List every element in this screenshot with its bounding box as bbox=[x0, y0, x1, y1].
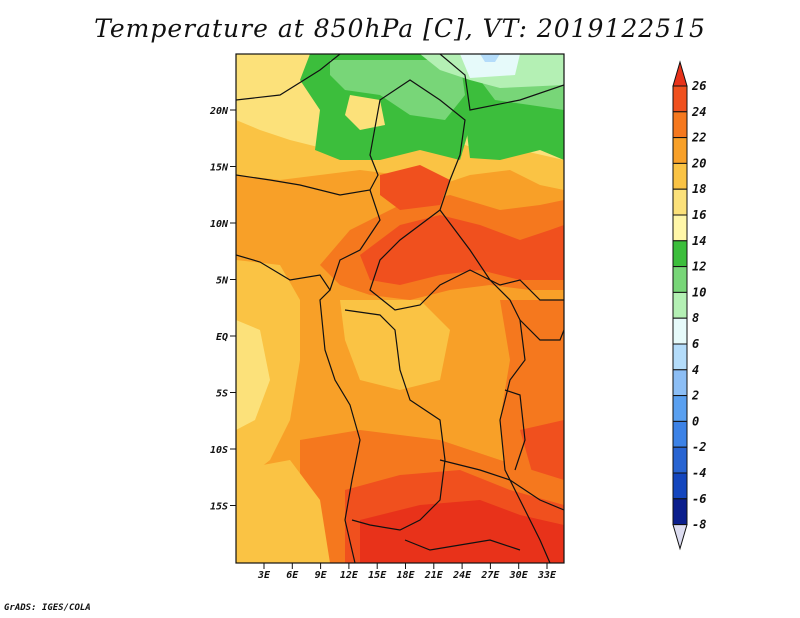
lon-label: 6E bbox=[286, 570, 299, 581]
map-title: Temperature at 850hPa [C], VT: 201912251… bbox=[94, 14, 706, 43]
colorbar-swatch bbox=[672, 137, 688, 164]
colorbar-swatch bbox=[672, 369, 688, 397]
longitude-axis: 3E 6E 9E 12E 15E 18E 21E 24E 27E 30E 33E bbox=[257, 563, 557, 581]
lon-label: 24E bbox=[452, 570, 472, 581]
colorbar-label: -8 bbox=[692, 518, 706, 532]
colorbar-top-arrow bbox=[672, 60, 688, 87]
colorbar-label: 6 bbox=[692, 337, 699, 351]
lat-label: EQ bbox=[216, 332, 228, 343]
grads-credit: GrADS: IGES/COLA bbox=[4, 603, 91, 613]
lon-label: 27E bbox=[480, 570, 500, 581]
colorbar-swatch bbox=[672, 85, 688, 113]
colorbar-swatch bbox=[672, 472, 688, 500]
lon-label: 30E bbox=[509, 570, 529, 581]
lat-label: 10S bbox=[210, 445, 228, 456]
lat-label: 5S bbox=[216, 389, 228, 400]
colorbar-swatch bbox=[672, 266, 688, 293]
colorbar-label: 0 bbox=[692, 414, 699, 428]
colorbar-label: 26 bbox=[691, 79, 706, 93]
colorbar-label: 4 bbox=[692, 363, 699, 377]
lat-label: 10N bbox=[210, 219, 229, 230]
colorbar-label: -2 bbox=[692, 440, 706, 454]
colorbar-swatch bbox=[672, 111, 688, 139]
colorbar-swatch bbox=[672, 498, 688, 526]
lon-label: 12E bbox=[340, 570, 359, 581]
colorbar-swatch bbox=[672, 317, 688, 345]
colorbar-swatch bbox=[672, 343, 688, 371]
colorbar-label: 12 bbox=[692, 260, 706, 274]
latitude-axis: 20N 15N 10N 5N EQ 5S 10S 15S bbox=[209, 106, 236, 513]
colorbar-swatch bbox=[672, 188, 688, 216]
lat-label: 20N bbox=[209, 106, 229, 117]
colorbar-swatch bbox=[672, 214, 688, 242]
colorbar-swatch bbox=[672, 420, 688, 448]
lat-label: 15N bbox=[210, 163, 229, 174]
colorbar-swatch bbox=[672, 240, 688, 268]
lat-label: 15S bbox=[210, 502, 228, 513]
colorbar-label: 20 bbox=[691, 156, 706, 170]
colorbar-swatch bbox=[672, 291, 688, 319]
lon-label: 15E bbox=[368, 570, 387, 581]
colorbar-swatch bbox=[672, 395, 688, 422]
lon-label: 3E bbox=[257, 570, 271, 581]
lon-label: 33E bbox=[537, 570, 557, 581]
colorbar-label: 2 bbox=[691, 389, 699, 403]
colorbar-bottom-arrow bbox=[672, 524, 688, 551]
colorbar-label: 14 bbox=[692, 234, 706, 248]
colorbar-swatch bbox=[672, 446, 688, 474]
lon-label: 9E bbox=[315, 570, 328, 581]
colorbar-label: 22 bbox=[691, 131, 706, 145]
lat-label: 5N bbox=[216, 276, 229, 287]
lon-label: 21E bbox=[424, 570, 444, 581]
colorbar-label: -6 bbox=[692, 492, 706, 506]
colorbar-label: 24 bbox=[691, 105, 706, 119]
colorbar-label: 8 bbox=[692, 311, 699, 325]
colorbar-swatch bbox=[672, 162, 688, 190]
colorbar-label: -4 bbox=[692, 466, 706, 480]
colorbar-label: 18 bbox=[692, 182, 706, 196]
colorbar-label: 16 bbox=[692, 208, 706, 222]
map-frame bbox=[235, 53, 565, 564]
colorbar-label: 10 bbox=[692, 285, 706, 299]
lon-label: 18E bbox=[396, 570, 415, 581]
temperature-field bbox=[236, 54, 564, 563]
